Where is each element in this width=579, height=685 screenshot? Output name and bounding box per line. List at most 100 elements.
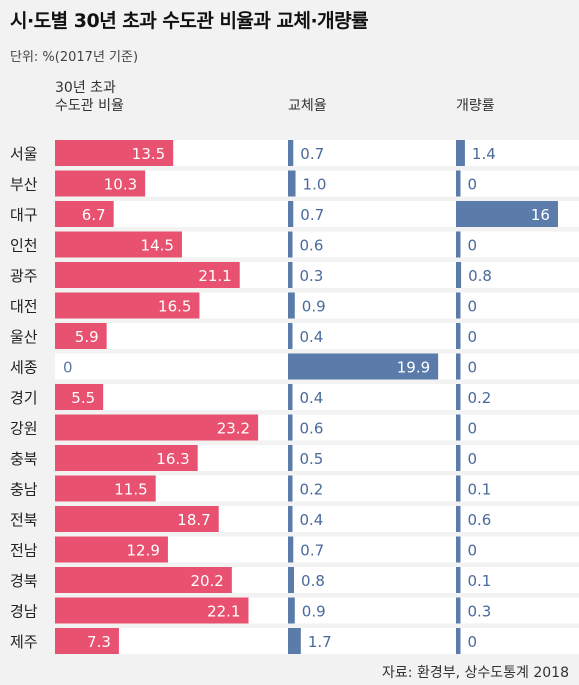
value-label-old-pipe: 5.9 [75, 328, 99, 346]
value-label-old-pipe: 21.1 [198, 267, 231, 285]
bar-old-pipe [55, 384, 104, 410]
bar-old-pipe [55, 506, 219, 532]
value-label-replacement: 0.6 [300, 420, 324, 438]
bar-improvement [456, 445, 461, 471]
value-label-replacement: 1.0 [303, 176, 327, 194]
row-label: 경기 [10, 389, 38, 407]
series-header-replacement-line-1: 교체율 [288, 98, 327, 114]
bar-replacement [288, 536, 294, 563]
value-label-improvement: 0.6 [468, 511, 492, 529]
value-label-improvement: 0 [468, 450, 478, 468]
bar-improvement [456, 231, 461, 258]
bar-old-pipe [55, 445, 198, 471]
bar-improvement [456, 323, 461, 349]
value-label-improvement: 0 [468, 420, 478, 438]
row-label: 전북 [10, 511, 38, 529]
value-label-replacement: 0.9 [302, 298, 326, 316]
value-label-replacement: 0.2 [300, 481, 324, 499]
bar-replacement [288, 323, 293, 349]
value-label-improvement: 0 [468, 298, 478, 316]
row-label: 부산 [10, 176, 38, 194]
bar-replacement [288, 414, 293, 441]
value-label-replacement: 0.5 [300, 450, 324, 468]
chart-title: 시·도별 30년 초과 수도관 비율과 교체·개량률 [10, 10, 369, 32]
value-label-improvement: 0.1 [468, 481, 492, 499]
bar-improvement [456, 475, 461, 502]
bar-improvement [456, 140, 465, 166]
bar-improvement [456, 262, 462, 288]
bar-improvement [456, 292, 461, 319]
value-label-replacement: 0.7 [300, 145, 324, 163]
value-label-improvement: 0.3 [468, 603, 492, 621]
value-label-replacement: 19.9 [397, 359, 430, 377]
bar-old-pipe [55, 536, 168, 563]
value-label-old-pipe: 16.3 [156, 450, 189, 468]
bar-replacement [288, 170, 296, 197]
bar-improvement [456, 628, 461, 654]
value-label-old-pipe: 11.5 [114, 481, 147, 499]
value-label-improvement: 0 [468, 633, 478, 651]
value-label-old-pipe: 18.7 [177, 511, 210, 529]
value-label-replacement: 0.4 [300, 511, 324, 529]
row-label: 충북 [10, 450, 38, 468]
bar-improvement [456, 170, 461, 197]
row-label: 제주 [10, 633, 38, 651]
value-label-old-pipe: 20.2 [190, 572, 223, 590]
unit-label: 단위: %(2017년 기준) [10, 50, 139, 65]
value-label-replacement: 0.7 [300, 542, 324, 560]
value-label-replacement: 0.8 [301, 572, 325, 590]
value-label-old-pipe: 23.2 [217, 420, 250, 438]
value-label-old-pipe: 14.5 [141, 237, 174, 255]
value-label-old-pipe: 22.1 [207, 603, 240, 621]
value-label-replacement: 0.4 [300, 328, 324, 346]
value-label-improvement: 1.4 [472, 145, 496, 163]
row-label: 경북 [10, 572, 38, 590]
value-label-improvement: 0 [468, 542, 478, 560]
row-label: 경남 [10, 603, 38, 621]
bar-old-pipe [55, 323, 107, 349]
value-label-old-pipe: 13.5 [132, 145, 165, 163]
value-label-replacement: 1.7 [308, 633, 332, 651]
bar-replacement [288, 384, 293, 410]
bar-old-pipe [55, 292, 200, 319]
series-header-old-pipe: 30년 초과 수도관 비율 [55, 79, 124, 115]
bar-replacement [288, 292, 295, 319]
value-label-improvement: 0.8 [468, 267, 492, 285]
series-header-replacement: 교체율 [288, 97, 327, 115]
bar-improvement [456, 201, 558, 227]
bar-improvement [456, 384, 461, 410]
bar-old-pipe [55, 628, 119, 654]
row-label: 서울 [10, 145, 38, 163]
value-label-replacement: 0.6 [300, 237, 324, 255]
bar-replacement [288, 597, 295, 624]
bar-improvement [456, 414, 461, 441]
bar-replacement [288, 506, 293, 532]
bar-old-pipe [55, 231, 182, 258]
value-label-replacement: 0.9 [302, 603, 326, 621]
value-label-replacement: 0.4 [300, 389, 324, 407]
row-label: 대구 [10, 206, 38, 224]
value-label-improvement: 0.1 [468, 572, 492, 590]
series-header-old-pipe-line-2: 수도관 비율 [55, 98, 124, 114]
bar-replacement [288, 231, 293, 258]
bar-old-pipe [55, 567, 232, 593]
bar-replacement [288, 262, 293, 288]
value-label-improvement: 0 [468, 176, 478, 194]
bar-improvement [456, 597, 461, 624]
value-label-old-pipe: 16.5 [158, 298, 191, 316]
value-label-old-pipe: 12.9 [127, 542, 160, 560]
row-label: 전남 [10, 542, 38, 560]
value-label-old-pipe: 6.7 [82, 206, 106, 224]
bar-old-pipe [55, 201, 114, 227]
series-header-old-pipe-line-1: 30년 초과 [55, 80, 116, 96]
bar-improvement [456, 506, 461, 532]
row-label: 대전 [10, 298, 38, 316]
row-band [55, 323, 579, 349]
bar-replacement [288, 353, 439, 380]
bar-old-pipe [55, 597, 249, 624]
bar-improvement [456, 567, 461, 593]
row-band [55, 628, 579, 654]
bar-old-pipe [55, 140, 174, 166]
series-header-improvement-line-1: 개량률 [456, 98, 495, 114]
value-label-improvement: 0 [468, 328, 478, 346]
